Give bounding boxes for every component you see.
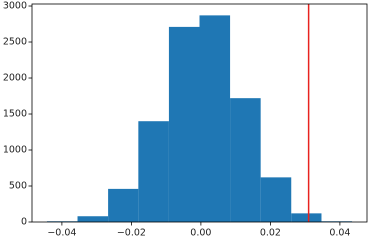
bar	[108, 188, 139, 222]
x-tick-label: 0.00	[190, 228, 211, 239]
bar	[168, 26, 200, 223]
y-tick-label: 2500	[3, 37, 27, 48]
y-tick-label: 0	[21, 217, 27, 228]
axes-frame	[31, 3, 368, 223]
x-tick-label: −0.02	[117, 228, 146, 239]
y-tick-label: 1500	[3, 109, 27, 120]
bar	[138, 121, 169, 222]
bar	[77, 216, 109, 222]
x-tick-label: 0.04	[329, 228, 350, 239]
y-tick-label: 500	[9, 181, 27, 192]
y-tick-label: 2000	[3, 73, 27, 84]
bar	[260, 177, 292, 222]
bar	[199, 15, 231, 222]
x-tick-label: 0.02	[260, 228, 281, 239]
bar	[230, 98, 261, 222]
y-tick-label: 3000	[3, 1, 27, 12]
bar	[291, 213, 322, 222]
x-tick-label: −0.04	[47, 228, 76, 239]
y-tick-label: 1000	[3, 145, 27, 156]
